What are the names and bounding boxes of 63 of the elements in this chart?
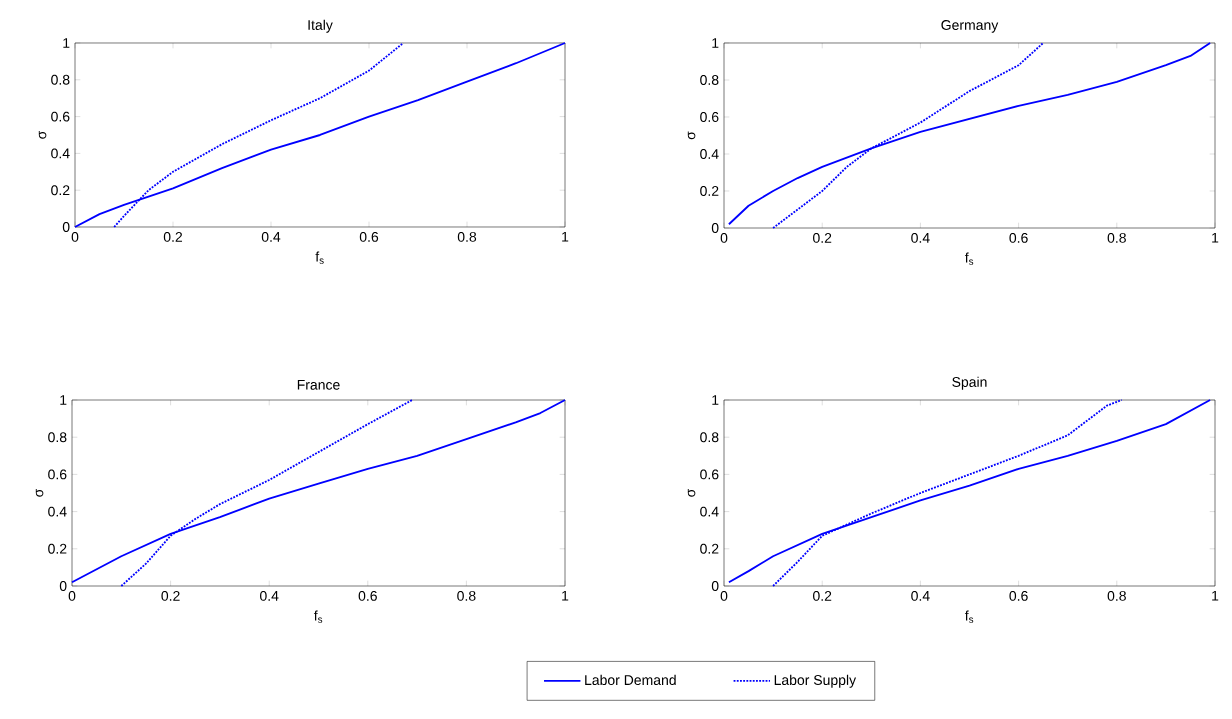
y-tick-label: 0.6: [51, 111, 70, 122]
x-tick-label: 1: [562, 590, 569, 601]
x-tick-label: 1: [1212, 232, 1219, 243]
y-tick-label: 0.2: [700, 186, 719, 196]
chart-title: Italy: [308, 19, 333, 33]
x-tick-label: 1: [1212, 590, 1219, 601]
x-axis-title: f$_{s}$: [313, 610, 323, 623]
y-tick-label: 0.6: [700, 112, 719, 122]
y-tick-label: 0.4: [51, 148, 70, 159]
y-tick-label: 0.2: [700, 543, 719, 554]
x-tick-label: 0.2: [813, 590, 832, 601]
x-tick-label: 0.8: [457, 590, 476, 601]
x-tick-label: 0.6: [359, 231, 379, 242]
x-tick-label: 0.6: [1009, 232, 1028, 243]
chart-title: Germany: [941, 20, 999, 33]
x-tick-label: 0: [71, 231, 79, 242]
y-tick-label: 0.2: [48, 543, 67, 554]
x-tick-label: 0: [720, 590, 728, 601]
x-tick-label: 0.4: [261, 231, 281, 242]
y-tick-label: 1: [712, 395, 719, 405]
legend-label: Labor Supply: [774, 674, 857, 688]
x-tick-label: 0.2: [163, 231, 183, 242]
x-tick-label: 0.8: [457, 231, 477, 242]
x-tick-label: 0.8: [1107, 590, 1126, 601]
y-tick-label: 0.4: [700, 506, 719, 517]
x-tick-label: 0.8: [1107, 232, 1126, 243]
y-tick-label: 0.4: [48, 506, 67, 517]
y-axis-title: σ: [38, 130, 47, 139]
y-tick-label: 0.6: [48, 469, 67, 480]
y-tick-label: 1: [60, 395, 67, 405]
y-tick-label: 0.8: [48, 432, 67, 443]
line-series: [71, 399, 566, 584]
x-tick-label: 0.4: [911, 232, 930, 243]
y-tick-label: 1: [712, 38, 719, 48]
y-tick-label: 0.6: [700, 469, 719, 480]
y-tick-label: 0: [62, 222, 70, 232]
x-axis-title: f$_{s}$: [964, 610, 974, 623]
y-axis-title: σ: [687, 488, 696, 497]
y-tick-label: 0.2: [51, 185, 70, 196]
x-axis-title: f$_{s}$: [315, 251, 324, 264]
x-tick-label: 0.6: [1009, 590, 1028, 601]
y-axis-title: σ: [687, 131, 696, 140]
chart-title: France: [297, 379, 340, 390]
y-tick-label: 0.8: [51, 74, 70, 85]
y-axis-title: σ: [35, 488, 44, 497]
x-tick-label: 0.4: [260, 590, 279, 601]
y-tick-label: 0.8: [700, 432, 719, 443]
y-tick-label: 1: [63, 38, 70, 48]
y-tick-label: 0: [59, 581, 67, 591]
chart-title: Spain: [952, 376, 987, 390]
y-tick-label: 0: [711, 223, 719, 233]
y-tick-label: 0.8: [700, 75, 719, 85]
x-tick-label: 0.4: [911, 590, 930, 601]
x-tick-label: 0.2: [161, 590, 180, 601]
line-series: [74, 42, 566, 228]
legend-label: Labor Demand: [585, 674, 676, 686]
x-tick-label: 0.2: [813, 232, 832, 243]
x-tick-label: 0.6: [358, 590, 377, 601]
y-tick-label: 0: [711, 581, 719, 591]
y-tick-label: 0.4: [700, 149, 719, 159]
x-tick-label: 0: [720, 232, 728, 243]
x-axis-title: f$_{s}$: [964, 252, 974, 265]
x-tick-label: 1: [562, 231, 569, 242]
